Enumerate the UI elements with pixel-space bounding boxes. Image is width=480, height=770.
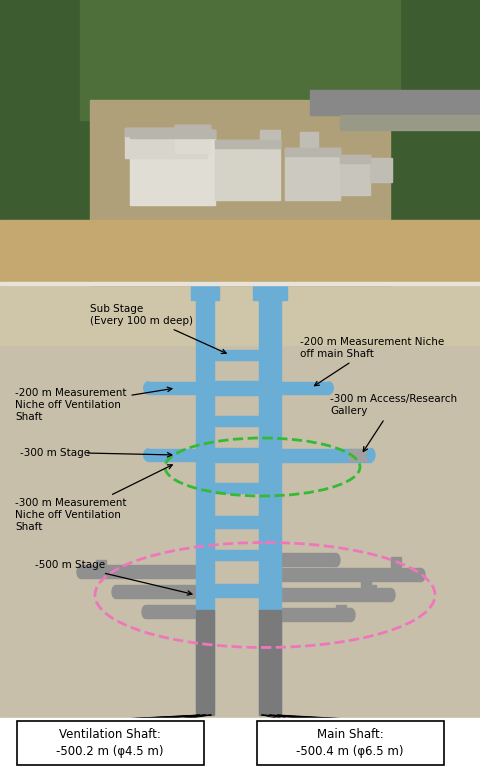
Bar [281,553,336,566]
Bar [0,0,480,285]
Bar [214,381,259,395]
Text: Ventilation Shaft:
-500.2 m (φ4.5 m): Ventilation Shaft: -500.2 m (φ4.5 m) [56,728,164,758]
Bar [125,128,207,136]
Bar [285,148,340,156]
Bar [260,130,280,148]
Ellipse shape [417,568,425,581]
Bar [370,158,392,182]
Bar [259,296,281,710]
Ellipse shape [144,449,152,461]
Bar [281,588,391,601]
Bar [116,585,196,598]
FancyBboxPatch shape [257,721,444,765]
Bar [214,416,259,426]
Bar [90,100,390,285]
Bar [125,128,207,158]
Bar [340,115,480,130]
Ellipse shape [347,608,355,621]
Ellipse shape [387,588,395,601]
Bar [214,350,259,360]
Bar [130,130,215,138]
Bar [214,483,259,493]
Bar [0,0,120,285]
Bar [281,568,421,581]
Text: Main Shaft:
-500.4 m (φ6.5 m): Main Shaft: -500.4 m (φ6.5 m) [296,728,404,758]
Bar [340,155,370,195]
Text: -300 m Stage: -300 m Stage [20,448,90,458]
Bar [148,449,196,461]
Bar [148,382,196,394]
Bar [281,382,329,394]
Bar [0,718,480,770]
Bar [175,125,210,153]
Bar [340,155,370,163]
Bar [0,285,480,345]
Text: -500 m Stage: -500 m Stage [35,560,192,595]
FancyBboxPatch shape [17,721,204,765]
Bar [360,0,480,285]
Bar [361,577,371,587]
Bar [214,550,259,560]
Bar [130,130,215,205]
Ellipse shape [142,605,150,618]
Ellipse shape [325,382,333,394]
Bar [215,140,280,148]
Bar [196,296,214,710]
Bar [259,610,281,715]
Bar [0,282,480,285]
Bar [196,610,214,715]
Bar [366,585,376,593]
Bar [391,557,401,567]
Bar [336,605,346,613]
Bar [300,132,318,148]
Text: -300 m Access/Research
Gallery: -300 m Access/Research Gallery [330,394,457,451]
Bar [81,565,196,578]
Bar [0,285,480,770]
Bar [285,148,340,200]
Bar [214,516,259,528]
Ellipse shape [332,554,340,567]
Text: Sub Stage
(Every 100 m deep): Sub Stage (Every 100 m deep) [90,304,226,353]
Bar [96,560,106,570]
Bar [0,220,480,285]
Bar [349,449,367,461]
Bar [253,282,287,300]
Text: -300 m Measurement
Niche off Ventilation
Shaft: -300 m Measurement Niche off Ventilation… [15,465,172,531]
Ellipse shape [144,382,152,394]
Bar [281,608,351,621]
Bar [80,0,400,120]
Bar [310,90,480,115]
Text: -200 m Measurement
Niche off Ventilation
Shaft: -200 m Measurement Niche off Ventilation… [15,387,172,422]
Bar [146,605,196,618]
Text: -200 m Measurement Niche
off main Shaft: -200 m Measurement Niche off main Shaft [300,337,444,386]
Ellipse shape [367,448,375,461]
Ellipse shape [112,585,120,598]
Bar [214,448,259,462]
Bar [175,125,210,133]
Bar [191,282,219,300]
Ellipse shape [77,565,85,578]
Bar [281,449,371,462]
Bar [214,584,259,597]
Bar [215,140,280,200]
